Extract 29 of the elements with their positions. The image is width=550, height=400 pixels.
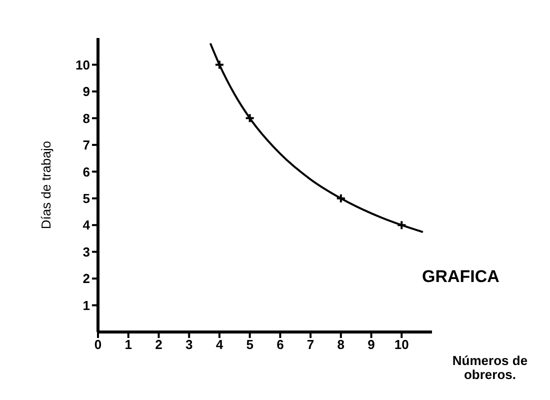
x-tick-label: 1 [124, 337, 132, 352]
y-tick-label: 7 [82, 138, 90, 153]
y-tick-label: 3 [82, 244, 90, 260]
x-tick-label: 8 [337, 337, 345, 352]
point [336, 193, 346, 204]
y-tick-label: 4 [82, 218, 91, 233]
point [214, 60, 224, 70]
point [396, 220, 407, 230]
y-tick-label: 8 [82, 110, 90, 126]
x-tick-label: 5 [246, 337, 254, 352]
x-tick-label: 2 [155, 337, 162, 352]
x-tick-label: 9 [368, 337, 375, 352]
y-tick-label: 2 [82, 271, 90, 286]
x-tick-label: 0 [94, 337, 102, 352]
x-tick-label: 3 [185, 337, 193, 352]
y-tick-label: 5 [82, 190, 90, 206]
x-tick-label: 10 [394, 337, 409, 352]
y-axis-title: Días de trabajo [38, 140, 54, 230]
annotation: GRAFICA [422, 267, 500, 287]
x-tick-label: 4 [216, 337, 224, 352]
point [244, 113, 255, 124]
y-tick-label: 10 [76, 57, 90, 72]
y-tick-label: 6 [82, 164, 90, 180]
y-tick-label: 9 [82, 84, 90, 100]
x-tick-label: 7 [306, 337, 314, 352]
x-axis-title: Números de obreros. [451, 353, 529, 382]
x-tick-label: 6 [276, 337, 284, 352]
y-tick-label: 1 [82, 298, 90, 313]
line-series [209, 42, 424, 234]
